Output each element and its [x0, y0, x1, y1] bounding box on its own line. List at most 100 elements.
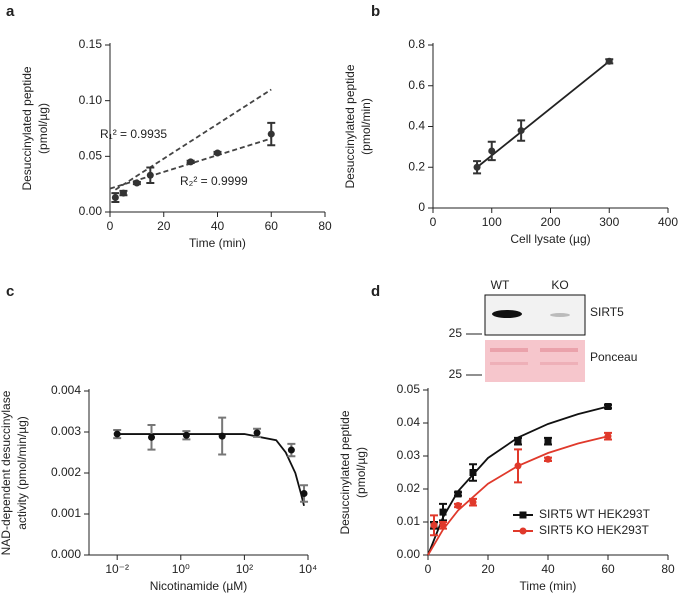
data-point — [439, 508, 447, 516]
data-point — [605, 57, 613, 65]
panel-label: d — [371, 283, 380, 300]
x-tick-label: 10² — [236, 562, 253, 576]
y-tick-label: 0.03 — [397, 448, 421, 462]
data-point — [604, 432, 612, 440]
lane-label: WT — [491, 278, 510, 292]
x-axis-label: Time (min) — [189, 236, 246, 250]
y-tick-label: 0.00 — [79, 204, 103, 218]
x-tick-label: 400 — [658, 215, 678, 229]
ponceau-band — [540, 362, 578, 365]
x-tick-label: 0 — [107, 219, 114, 233]
data-point — [146, 171, 154, 179]
ponceau-panel — [485, 340, 585, 382]
x-axis-label: Nicotinamide (µM) — [150, 579, 248, 593]
y-tick-label: 0.004 — [51, 383, 81, 397]
y-axis-label: activity (pmol/min/µg) — [15, 416, 29, 530]
y-tick-label: 0.002 — [51, 465, 81, 479]
data-point — [253, 429, 261, 437]
x-tick-label: 60 — [601, 562, 615, 576]
x-tick-label: 0 — [425, 562, 432, 576]
annotation: R₂² = 0.9999 — [180, 174, 248, 188]
x-axis-label: Cell lysate (µg) — [510, 232, 590, 246]
y-tick-label: 0.001 — [51, 506, 81, 520]
blot-band — [492, 310, 522, 318]
y-tick-label: 0.10 — [79, 93, 103, 107]
data-point — [430, 521, 438, 529]
legend-marker — [519, 527, 527, 535]
data-point — [218, 432, 226, 440]
lane-label: KO — [551, 278, 568, 292]
data-point — [544, 437, 552, 445]
ponceau-band — [490, 348, 528, 352]
y-tick-label: 0.05 — [79, 149, 103, 163]
data-point — [148, 433, 156, 441]
band-label: Ponceau — [590, 350, 637, 364]
y-axis-label: Desuccinylated peptide — [338, 410, 352, 534]
x-tick-label: 100 — [482, 215, 502, 229]
y-tick-label: 0.2 — [408, 159, 425, 173]
x-tick-label: 20 — [481, 562, 495, 576]
data-point — [454, 490, 462, 498]
y-tick-label: 0.000 — [51, 547, 81, 561]
x-tick-label: 300 — [599, 215, 619, 229]
y-tick-label: 0.05 — [397, 382, 421, 396]
x-axis-label: Time (min) — [520, 579, 577, 593]
x-tick-label: 40 — [211, 219, 225, 233]
y-tick-label: 0.04 — [397, 415, 421, 429]
data-point — [287, 446, 295, 454]
y-axis-label: Desuccinylated peptide — [343, 64, 357, 188]
data-point — [182, 431, 190, 439]
y-tick-label: 0.01 — [397, 514, 421, 528]
data-point — [517, 127, 525, 135]
y-tick-label: 0.00 — [397, 547, 421, 561]
ponceau-band — [490, 362, 528, 365]
data-point — [514, 462, 522, 470]
x-tick-label: 10⁴ — [299, 562, 318, 576]
data-point — [604, 403, 612, 410]
legend-marker — [519, 511, 527, 519]
x-tick-label: 10⁰ — [172, 562, 190, 576]
data-point — [469, 498, 477, 506]
panel-label: a — [6, 3, 15, 20]
mw-marker: 25 — [449, 367, 463, 381]
y-tick-label: 0.6 — [408, 78, 425, 92]
data-point — [119, 189, 127, 197]
data-point — [439, 521, 447, 529]
data-point — [488, 147, 496, 155]
y-axis-label: (pmol/µg) — [354, 447, 368, 498]
x-tick-label: 60 — [265, 219, 279, 233]
x-tick-label: 0 — [430, 215, 437, 229]
blot-band — [550, 313, 570, 317]
x-tick-label: 80 — [318, 219, 332, 233]
x-tick-label: 20 — [157, 219, 171, 233]
data-point — [473, 163, 481, 171]
panel-label: b — [371, 3, 380, 20]
data-point — [133, 179, 141, 187]
mw-marker: 25 — [449, 326, 463, 340]
y-axis-label: Desuccinylated peptide — [20, 66, 34, 190]
fit-line — [476, 60, 610, 168]
data-point — [514, 437, 522, 445]
fit-line — [114, 88, 272, 191]
band-label: SIRT5 — [590, 305, 624, 319]
y-tick-label: 0.02 — [397, 481, 421, 495]
fit-line — [117, 433, 305, 507]
data-point — [300, 490, 308, 497]
y-tick-label: 0 — [418, 200, 425, 214]
x-tick-label: 40 — [541, 562, 555, 576]
annotation: R₁² = 0.9935 — [100, 127, 167, 141]
y-axis-label: (pmol/µg) — [36, 103, 50, 154]
data-point — [214, 149, 221, 157]
data-point — [187, 158, 195, 166]
western-blot: WT KO SIRT5 Ponceau 25 25 — [449, 278, 637, 382]
y-tick-label: 0.15 — [79, 37, 103, 51]
data-point — [454, 502, 462, 509]
data-point — [267, 130, 275, 138]
data-point — [469, 469, 477, 476]
data-point — [113, 430, 121, 438]
data-point — [544, 455, 552, 463]
ponceau-band — [540, 348, 578, 352]
x-tick-label: 10⁻² — [105, 562, 129, 576]
